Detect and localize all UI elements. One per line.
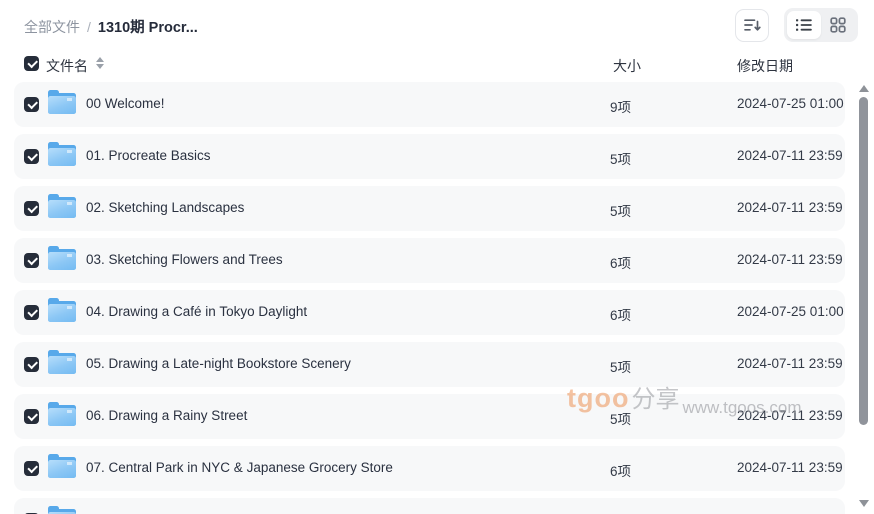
row-checkbox[interactable] [24,253,39,268]
table-row[interactable]: 01. Procreate Basics 5项 2024-07-11 23:59 [14,134,845,179]
folder-icon [48,194,76,218]
sort-up-icon [96,57,104,62]
column-header-size: 大小 [613,58,641,74]
file-size: 6项 [610,308,632,323]
scrollbar-thumb[interactable] [859,97,868,425]
folder-icon [48,402,76,426]
breadcrumb: 全部文件 / 1310期 Procr... [24,16,198,37]
table-row[interactable]: 06. Drawing a Rainy Street 5项 2024-07-11… [14,394,845,439]
file-name[interactable]: 03. Sketching Flowers and Trees [86,252,283,267]
file-modified: 2024-07-11 23:59 [737,356,843,371]
file-size: 6项 [610,256,632,271]
row-checkbox[interactable] [24,305,39,320]
table-row[interactable]: 00 Welcome! 9项 2024-07-25 01:00 [14,82,845,127]
file-modified: 2024-07-25 01:00 [737,304,844,319]
row-checkbox[interactable] [24,409,39,424]
sort-button[interactable] [735,8,769,42]
column-header-name[interactable]: 文件名 [46,58,88,74]
table-row[interactable]: 02. Sketching Landscapes 5项 2024-07-11 2… [14,186,845,231]
breadcrumb-root[interactable]: 全部文件 [24,19,80,35]
view-toggle [784,8,858,42]
table-header: 文件名 大小 修改日期 [0,54,845,76]
folder-icon [48,298,76,322]
file-size: 5项 [610,152,632,167]
file-name[interactable]: 07. Central Park in NYC & Japanese Groce… [86,460,393,475]
grid-view-button[interactable] [821,11,855,39]
row-checkbox[interactable] [24,97,39,112]
file-name[interactable]: 05. Drawing a Late-night Bookstore Scene… [86,356,351,371]
file-modified: 2024-07-11 23:59 [737,200,843,215]
file-name[interactable]: 01. Procreate Basics [86,148,211,163]
row-checkbox[interactable] [24,201,39,216]
file-list: 00 Welcome! 9项 2024-07-25 01:00 01. Proc… [14,82,845,514]
file-modified: 2024-07-11 23:59 [737,148,843,163]
file-name[interactable]: 00 Welcome! [86,96,165,111]
table-row[interactable]: 04. Drawing a Café in Tokyo Daylight 6项 … [14,290,845,335]
list-view-icon [796,18,812,32]
file-name[interactable]: 02. Sketching Landscapes [86,200,245,215]
folder-icon [48,350,76,374]
file-name[interactable]: 04. Drawing a Café in Tokyo Daylight [86,304,308,319]
file-size: 5项 [610,360,632,375]
folder-icon [48,142,76,166]
breadcrumb-current: 1310期 Procr... [97,20,198,36]
file-size: 5项 [610,204,632,219]
scroll-down-icon[interactable] [859,500,869,507]
sort-descending-icon [743,17,762,33]
row-checkbox[interactable] [24,357,39,372]
scroll-up-icon[interactable] [859,85,869,92]
file-modified: 2024-07-11 23:59 [737,408,843,423]
folder-icon [48,246,76,270]
table-row[interactable]: 07. Central Park in NYC & Japanese Groce… [14,446,845,491]
table-row[interactable]: 03. Sketching Flowers and Trees 6项 2024-… [14,238,845,283]
table-row[interactable]: 05. Drawing a Late-night Bookstore Scene… [14,342,845,387]
sort-down-icon [96,64,104,69]
list-view-button[interactable] [787,11,821,39]
row-checkbox[interactable] [24,149,39,164]
file-modified: 2024-07-11 23:59 [737,252,843,267]
file-size: 9项 [610,100,632,115]
folder-icon [48,454,76,478]
toolbar-actions [735,8,858,42]
file-size: 5项 [610,412,632,427]
file-modified: 2024-07-11 23:59 [737,460,843,475]
file-name[interactable]: 06. Drawing a Rainy Street [86,408,248,423]
select-all-checkbox[interactable] [24,56,39,71]
column-header-modified: 修改日期 [737,58,793,74]
folder-icon [48,506,76,514]
grid-view-icon [830,17,846,33]
table-row-partial[interactable] [14,498,845,514]
file-size: 6项 [610,464,632,479]
file-modified: 2024-07-25 01:00 [737,96,844,111]
folder-icon [48,90,76,114]
column-sort-icon[interactable] [96,57,104,69]
breadcrumb-separator: / [87,19,91,35]
row-checkbox[interactable] [24,461,39,476]
scrollbar [858,0,870,514]
